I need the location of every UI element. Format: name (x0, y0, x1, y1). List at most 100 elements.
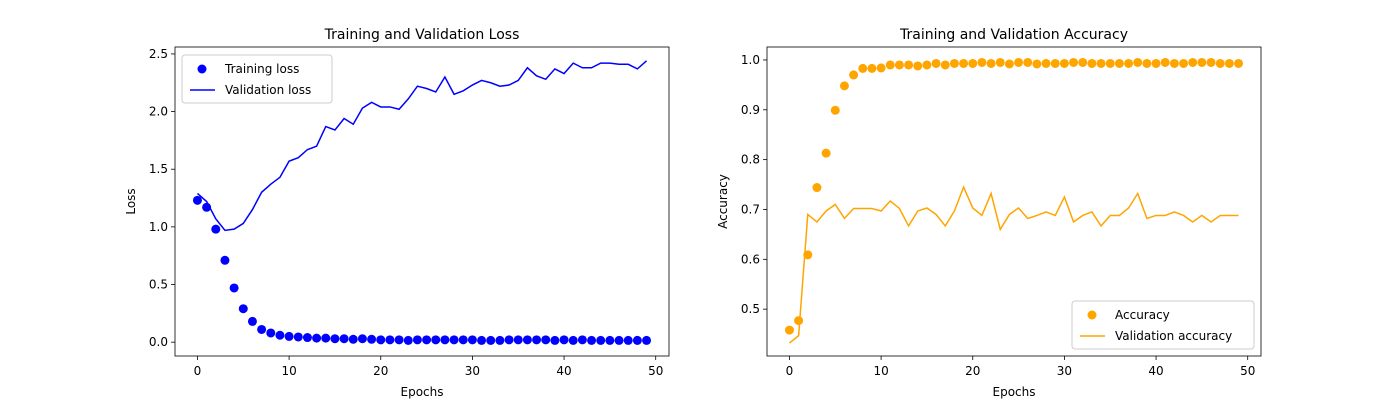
y-tick-label: 1.0 (741, 53, 760, 67)
data-point (913, 61, 923, 71)
data-point (385, 335, 395, 345)
data-point (894, 60, 904, 70)
data-point (477, 335, 487, 345)
data-point (632, 335, 642, 345)
data-point (1078, 57, 1088, 67)
legend-label: Accuracy (1115, 308, 1170, 322)
x-tick-label: 50 (648, 364, 663, 378)
data-point (403, 335, 413, 345)
data-point (1023, 57, 1033, 67)
axes-frame (766, 46, 1262, 357)
data-point (1160, 57, 1170, 67)
data-point (229, 283, 239, 293)
data-point (449, 335, 459, 345)
plot-area (784, 57, 1244, 344)
data-point (1206, 57, 1216, 67)
data-point (293, 332, 303, 342)
x-tick-label: 10 (873, 364, 888, 378)
y-axis-label: Loss (124, 188, 138, 214)
data-point (367, 334, 377, 344)
data-point (1096, 58, 1106, 68)
legend-box (181, 54, 333, 104)
data-point (1050, 58, 1060, 68)
data-point (486, 335, 496, 345)
data-point (1069, 57, 1079, 67)
legend: Training loss Validation loss (181, 54, 333, 104)
y-tick-label: 2.5 (149, 47, 168, 61)
y-tick-label: 0.5 (741, 302, 760, 316)
data-point (357, 334, 367, 344)
data-point (1087, 58, 1097, 68)
data-point (257, 324, 267, 334)
x-tick-label: 20 (965, 364, 980, 378)
data-point (431, 335, 441, 345)
data-point (1032, 59, 1042, 69)
data-point (522, 335, 532, 345)
data-point (968, 58, 978, 68)
data-point (394, 335, 404, 345)
data-point (876, 63, 886, 73)
data-point (275, 330, 285, 340)
chart-panel-0: Training and Validation Loss 0 10 20 30 40 50 0… (124, 27, 670, 399)
data-point (238, 304, 248, 314)
axes-frame (174, 46, 670, 357)
data-point (422, 335, 432, 345)
data-point (587, 335, 597, 345)
data-point (614, 335, 624, 345)
data-point (312, 333, 322, 343)
data-point (931, 58, 941, 68)
data-point (1224, 58, 1234, 68)
y-tick-label: 1.0 (149, 220, 168, 234)
data-point (922, 60, 932, 70)
data-point (623, 335, 633, 345)
data-point (1114, 58, 1124, 68)
y-tick-label: 2.0 (149, 105, 168, 119)
legend: Accuracy Validation accuracy (1071, 300, 1255, 350)
data-point (605, 335, 615, 345)
data-point (1215, 58, 1225, 68)
data-point (1179, 58, 1189, 68)
data-point (849, 70, 859, 80)
data-point (1151, 58, 1161, 68)
data-point (440, 335, 450, 345)
x-axis-label: Epochs (993, 385, 1036, 399)
x-tick-label: 0 (786, 364, 794, 378)
data-point (192, 195, 202, 205)
data-point (642, 335, 652, 345)
data-point (867, 63, 877, 73)
data-point (830, 105, 840, 115)
x-tick-label: 30 (1057, 364, 1072, 378)
data-point (885, 60, 895, 70)
y-tick-label: 0.8 (741, 153, 760, 167)
x-tick-label: 40 (1148, 364, 1163, 378)
chart-title: Training and Validation Loss (324, 27, 520, 43)
data-point (302, 333, 312, 343)
data-point (959, 58, 969, 68)
data-point (995, 57, 1005, 67)
x-tick-label: 0 (194, 364, 202, 378)
data-point (1133, 57, 1143, 67)
data-point (1188, 57, 1198, 67)
data-point (532, 335, 542, 345)
data-point (821, 148, 831, 158)
data-point (977, 57, 987, 67)
y-tick-label: 1.5 (149, 162, 168, 176)
data-point (1041, 58, 1051, 68)
data-point (949, 58, 959, 68)
data-point (940, 60, 950, 70)
y-tick-label: 0.0 (149, 335, 168, 349)
data-point (812, 183, 822, 193)
plot-area (192, 60, 652, 345)
legend-box (1071, 300, 1255, 350)
data-point (904, 60, 914, 70)
data-point (266, 328, 276, 338)
data-point (1105, 58, 1115, 68)
data-point (1014, 57, 1024, 67)
data-point (858, 63, 868, 73)
data-point (794, 316, 804, 326)
legend-label: Validation loss (225, 83, 311, 97)
x-tick-label: 10 (281, 364, 296, 378)
data-point (376, 335, 386, 345)
series-line-validation-accuracy (788, 185, 1239, 344)
